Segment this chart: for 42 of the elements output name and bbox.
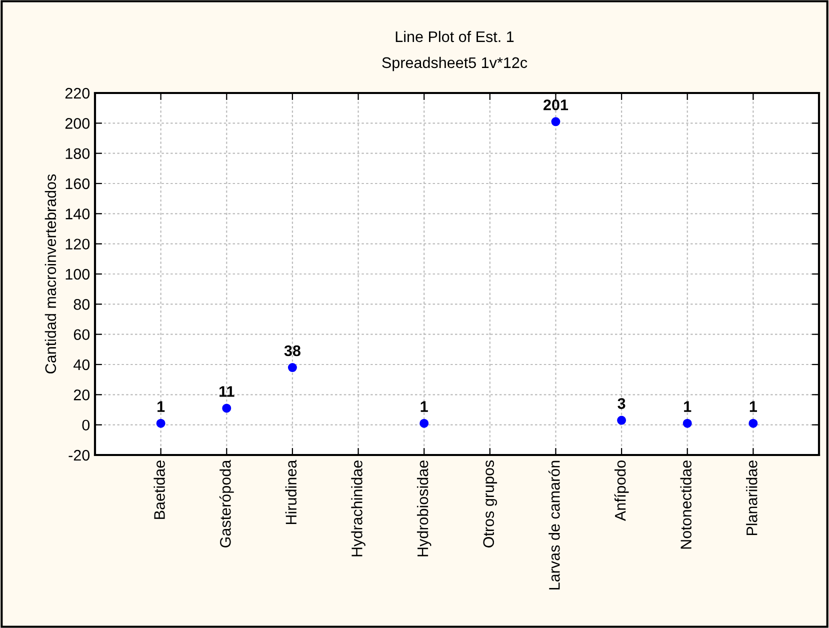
data-label: 201 xyxy=(544,99,568,110)
x-tick-label: Hirudinea xyxy=(285,460,297,524)
y-tick-label: 160 xyxy=(66,178,90,190)
point xyxy=(288,363,297,372)
y-tick-label: 80 xyxy=(74,299,90,310)
x-tick-label: Larvas de camarón xyxy=(548,460,560,590)
y-tick-label: 0 xyxy=(82,420,90,431)
data-label: 11 xyxy=(220,386,234,397)
y-tick-label: 120 xyxy=(66,238,90,250)
point xyxy=(222,404,232,413)
data-label: 3 xyxy=(618,398,626,409)
y-tick-label: 60 xyxy=(74,329,90,340)
x-tick-label: Notonectidae xyxy=(680,460,692,549)
data-label: 1 xyxy=(750,401,758,412)
y-tick-label: 200 xyxy=(65,118,90,129)
x-tick-label: Baetidae xyxy=(154,460,165,519)
y-tick-label: 40 xyxy=(74,359,90,370)
y-tick-label: 180 xyxy=(66,148,90,160)
y-tick-label: 100 xyxy=(66,268,90,280)
chart-subtitle: Spreadsheet5 1v*12c xyxy=(382,56,528,72)
y-tick-label: -20 xyxy=(68,450,90,461)
x-tick-label: Gasterópoda xyxy=(219,460,234,548)
point xyxy=(420,418,429,428)
y-tick-label: 20 xyxy=(74,390,90,400)
data-label: 1 xyxy=(684,401,692,412)
point xyxy=(156,418,166,428)
point xyxy=(617,416,626,425)
data-label: 1 xyxy=(158,401,165,412)
y-tick-label: 140 xyxy=(66,208,90,220)
x-tick-label: Otros grupos xyxy=(483,460,498,548)
point xyxy=(682,418,692,428)
x-tick-label: Hydrobiosidae xyxy=(416,460,432,556)
point xyxy=(551,117,560,126)
x-tick-label: Anfípodo xyxy=(614,460,629,521)
data-label: 38 xyxy=(284,345,300,356)
point xyxy=(748,418,758,428)
x-tick-label: Hydrachinidae xyxy=(351,460,366,556)
data-label: 1 xyxy=(420,401,428,412)
chart-title: Line Plot of Est. 1 xyxy=(396,30,514,42)
y-tick-label: 220 xyxy=(65,88,90,99)
x-tick-label: Planariidae xyxy=(746,460,758,536)
y-axis-title: Cantidad macroinvertebrados xyxy=(44,174,56,374)
